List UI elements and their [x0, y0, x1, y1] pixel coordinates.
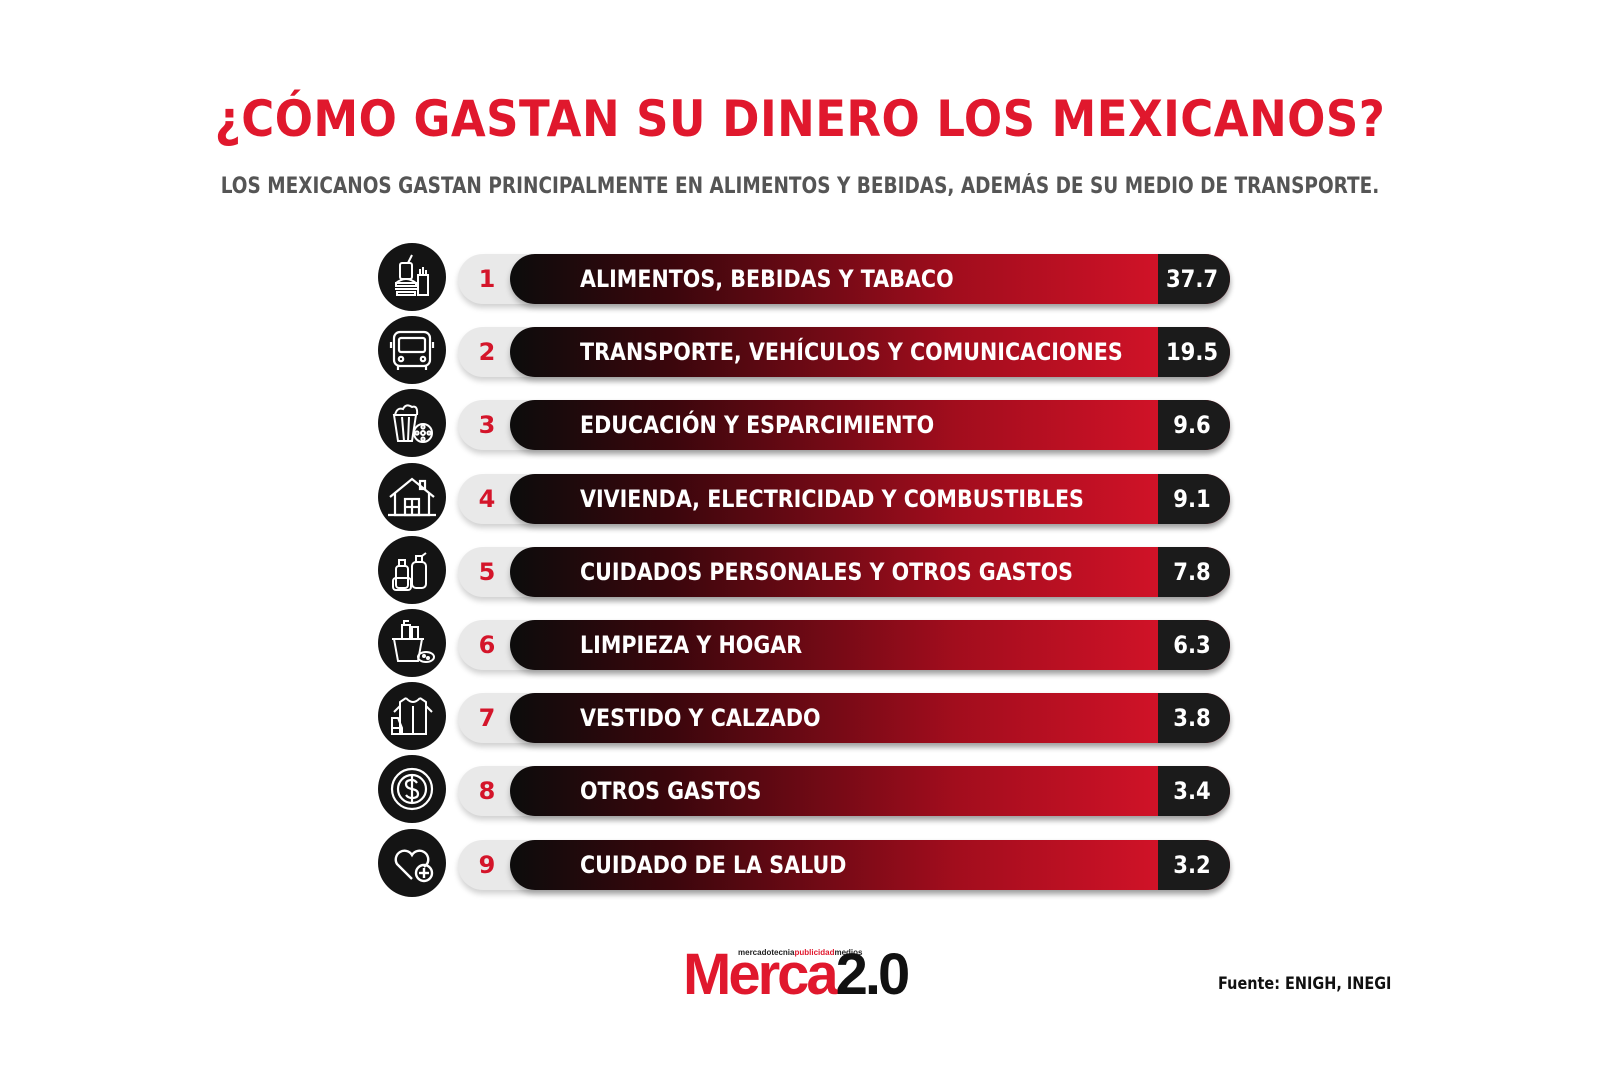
ranking-row: 1 ALIMENTOS, BEBIDAS Y TABACO 37.7 — [0, 243, 1600, 313]
bar — [510, 474, 1230, 524]
category-label: ALIMENTOS, BEBIDAS Y TABACO — [580, 265, 954, 293]
bar — [510, 547, 1230, 597]
food-icon — [378, 243, 446, 311]
bar — [510, 620, 1230, 670]
category-label: VIVIENDA, ELECTRICIDAD Y COMBUSTIBLES — [580, 485, 1084, 513]
popcorn-film-icon — [378, 389, 446, 457]
ranking-row: 4 VIVIENDA, ELECTRICIDAD Y COMBUSTIBLES 9.… — [0, 463, 1600, 533]
category-label: CUIDADOS PERSONALES Y OTROS GASTOS — [580, 558, 1074, 586]
value-label: 9.6 — [1173, 411, 1211, 439]
value-box — [1158, 254, 1230, 304]
bar — [510, 766, 1230, 816]
rank-number: 3 — [478, 411, 496, 439]
rank-number: 2 — [478, 338, 496, 366]
value-box — [1158, 547, 1230, 597]
value-box — [1158, 693, 1230, 743]
category-label: EDUCACIÓN Y ESPARCIMIENTO — [580, 411, 935, 439]
source-note: Fuente: ENIGH, INEGI — [1218, 974, 1392, 994]
category-label: OTROS GASTOS — [580, 777, 762, 805]
category-label: TRANSPORTE, VEHÍCULOS Y COMUNICACIONES — [580, 338, 1123, 366]
value-box — [1158, 840, 1230, 890]
ranking-row: 7 VESTIDO Y CALZADO 3.8 — [0, 682, 1600, 752]
logo-tagline: mercadotecniapublicidadmedios — [738, 948, 863, 957]
value-label: 37.7 — [1165, 265, 1219, 293]
value-label: 7.8 — [1173, 558, 1211, 586]
value-box — [1158, 327, 1230, 377]
value-label: 6.3 — [1173, 631, 1211, 659]
rank-number: 1 — [478, 265, 496, 293]
bar — [510, 693, 1230, 743]
rank-number: 6 — [478, 631, 496, 659]
chart-subtitle: LOS MEXICANOS GASTAN PRINCIPALMENTE EN A… — [220, 174, 1380, 199]
rank-number: 9 — [478, 851, 496, 879]
value-label: 19.5 — [1165, 338, 1219, 366]
ranking-row: 3 EDUCACIÓN Y ESPARCIMIENTO 9.6 — [0, 389, 1600, 459]
value-label: 3.8 — [1173, 704, 1211, 732]
ranking-row: 6 LIMPIEZA Y HOGAR 6.3 — [0, 609, 1600, 679]
ranking-row: 9 CUIDADO DE LA SALUD 3.2 — [0, 829, 1600, 899]
house-icon — [378, 463, 446, 531]
bar — [510, 254, 1230, 304]
ranking-row: 8 OTROS GASTOS 3.4 — [0, 755, 1600, 825]
bar — [510, 400, 1230, 450]
coin-dollar-icon — [378, 755, 446, 823]
value-label: 9.1 — [1173, 485, 1211, 513]
value-label: 3.4 — [1173, 777, 1211, 805]
value-box — [1158, 474, 1230, 524]
value-box — [1158, 400, 1230, 450]
bar — [510, 840, 1230, 890]
category-label: LIMPIEZA Y HOGAR — [580, 631, 803, 659]
merca-logo: Merca2.0 — [683, 942, 910, 1007]
value-box — [1158, 766, 1230, 816]
category-label: CUIDADO DE LA SALUD — [580, 851, 847, 879]
clothing-icon — [378, 682, 446, 750]
cleaning-bucket-icon — [378, 609, 446, 677]
value-label: 3.2 — [1173, 851, 1211, 879]
value-box — [1158, 620, 1230, 670]
category-label: VESTIDO Y CALZADO — [580, 704, 821, 732]
bar — [510, 327, 1230, 377]
heart-plus-icon — [378, 829, 446, 897]
rank-number: 5 — [478, 558, 496, 586]
toiletries-icon — [378, 536, 446, 604]
chart-title: ¿CÓMO GASTAN SU DINERO LOS MEXICANOS? — [214, 90, 1386, 148]
rank-number: 4 — [478, 485, 496, 513]
rank-number: 7 — [478, 704, 496, 732]
rank-number: 8 — [478, 777, 496, 805]
bus-icon — [378, 316, 446, 384]
ranking-row: 5 CUIDADOS PERSONALES Y OTROS GASTOS 7.8 — [0, 536, 1600, 606]
ranking-row: 2 TRANSPORTE, VEHÍCULOS Y COMUNICACIONES 1… — [0, 316, 1600, 386]
